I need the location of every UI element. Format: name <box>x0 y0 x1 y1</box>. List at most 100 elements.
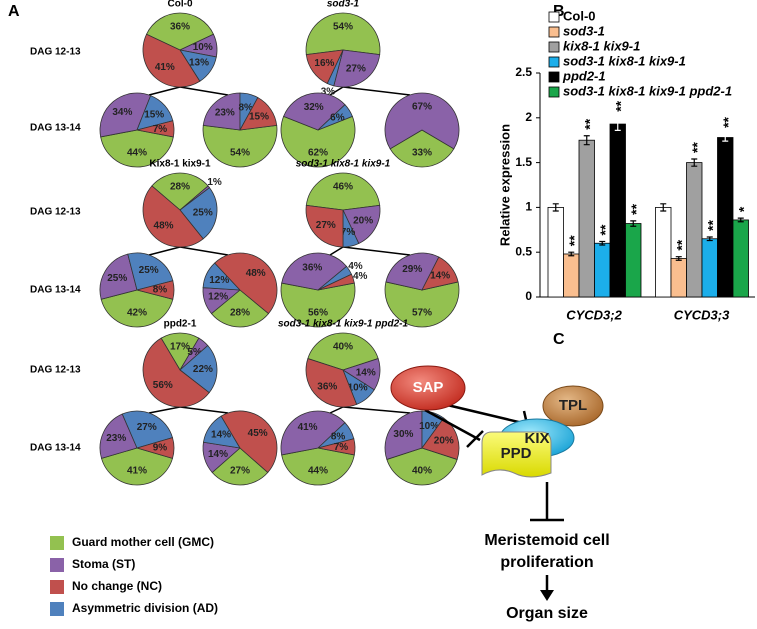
significance: * <box>735 206 751 212</box>
significance: ** <box>720 116 736 127</box>
pie-slice <box>317 104 353 131</box>
significance: ** <box>673 239 689 250</box>
slice-label: 40% <box>412 466 432 477</box>
pie-slice <box>142 33 201 88</box>
pie-slice <box>135 437 175 459</box>
pie-slice <box>280 410 346 456</box>
pie-slice <box>179 344 218 394</box>
pie-slice <box>142 185 204 248</box>
error-bar <box>568 251 575 257</box>
process-label: Meristemoid cell <box>484 532 609 549</box>
significance: ** <box>689 142 705 153</box>
slice-label: 20% <box>353 216 373 227</box>
bar <box>578 139 595 298</box>
process-label: proliferation <box>500 554 593 571</box>
connector <box>148 406 181 414</box>
pie-slice <box>99 253 138 300</box>
legend-label: Asymmetric division (AD) <box>72 601 218 615</box>
pie-slice <box>305 49 344 85</box>
error-bar <box>630 220 637 227</box>
pie-slice <box>220 410 278 474</box>
legend-swatch <box>548 11 560 23</box>
pie-slice <box>317 273 355 291</box>
slice-label: 28% <box>170 182 190 193</box>
pie-slice <box>202 92 241 131</box>
pie-slice <box>305 358 358 408</box>
slice-label: 10% <box>193 42 213 53</box>
slice-label: 14% <box>430 271 450 282</box>
inhibit-arrow <box>442 402 528 426</box>
row-label: DAG 12-13 <box>30 207 81 218</box>
slice-label: 44% <box>308 466 328 477</box>
legend-swatch <box>50 580 64 594</box>
bar <box>701 238 718 298</box>
pie-slice <box>151 172 209 211</box>
pie-slice <box>342 204 381 245</box>
pie-slice <box>384 92 460 150</box>
slice-label: 16% <box>314 58 334 69</box>
pie-title: sod3-1 <box>327 0 360 10</box>
pie-slice <box>389 129 455 168</box>
bar <box>732 219 749 298</box>
slice-label: 41% <box>298 422 318 433</box>
pie-slice <box>386 447 458 486</box>
slice-label: 46% <box>333 182 353 193</box>
slice-label: 41% <box>127 466 147 477</box>
slice-label: 23% <box>106 433 126 444</box>
slice-label: 57% <box>412 308 432 319</box>
slice-label: 41% <box>155 62 175 73</box>
slice-label: 62% <box>308 148 328 159</box>
slice-label: 5% <box>187 347 202 358</box>
legend-label: No change (NC) <box>72 579 162 593</box>
inhibit-bar <box>466 430 484 448</box>
slice-label: 27% <box>230 466 250 477</box>
connector <box>179 86 229 96</box>
significance: ** <box>597 224 613 235</box>
slice-label: 12% <box>208 292 228 303</box>
slice-label: 14% <box>356 368 376 379</box>
pie-slice <box>99 413 138 459</box>
bar <box>547 206 564 298</box>
connector <box>148 246 181 256</box>
y-tick-label: 2 <box>525 110 532 124</box>
connector <box>342 406 411 414</box>
slice-label: 7% <box>334 442 349 453</box>
pie-slice <box>385 252 440 291</box>
pie-slice <box>100 447 174 486</box>
slice-label: 6% <box>330 112 345 123</box>
legend-swatch <box>548 41 560 53</box>
slice-label: 36% <box>302 262 322 273</box>
slice-label: 15% <box>249 112 269 123</box>
pie-slice <box>127 252 174 291</box>
pie-slice <box>305 204 344 248</box>
slice-label: 54% <box>333 22 353 33</box>
slice-label: 42% <box>127 308 147 319</box>
pie-slice <box>136 120 175 138</box>
pie-slice <box>99 92 152 138</box>
slice-label: 8% <box>331 432 346 443</box>
error-bar <box>614 117 621 131</box>
pie-slice <box>280 115 356 168</box>
pie-slice <box>239 97 278 131</box>
node-label: PPD <box>501 445 532 462</box>
slice-label: 28% <box>230 308 250 319</box>
legend-label: sod3-1 kix8-1 kix9-1 ppd2-1 <box>563 83 732 98</box>
panel-label: A <box>8 3 20 20</box>
slice-label: 3% <box>321 86 336 97</box>
significance: ** <box>612 100 628 111</box>
error-bar <box>583 135 590 146</box>
pie-slice <box>100 129 174 168</box>
slice-label: 22% <box>193 364 213 375</box>
error-bar <box>722 133 729 142</box>
pie-title: ppd2-1 <box>164 319 197 330</box>
slice-label: 10% <box>348 382 368 393</box>
slice-label: 25% <box>139 265 159 276</box>
slice-label: 7% <box>153 124 168 135</box>
pie-slice <box>305 172 381 211</box>
connector <box>342 86 411 96</box>
significance: ** <box>581 118 597 129</box>
slice-label: 44% <box>127 148 147 159</box>
pie-slice <box>281 447 355 486</box>
pie-slice <box>100 289 174 328</box>
slice-label: 56% <box>153 380 173 391</box>
